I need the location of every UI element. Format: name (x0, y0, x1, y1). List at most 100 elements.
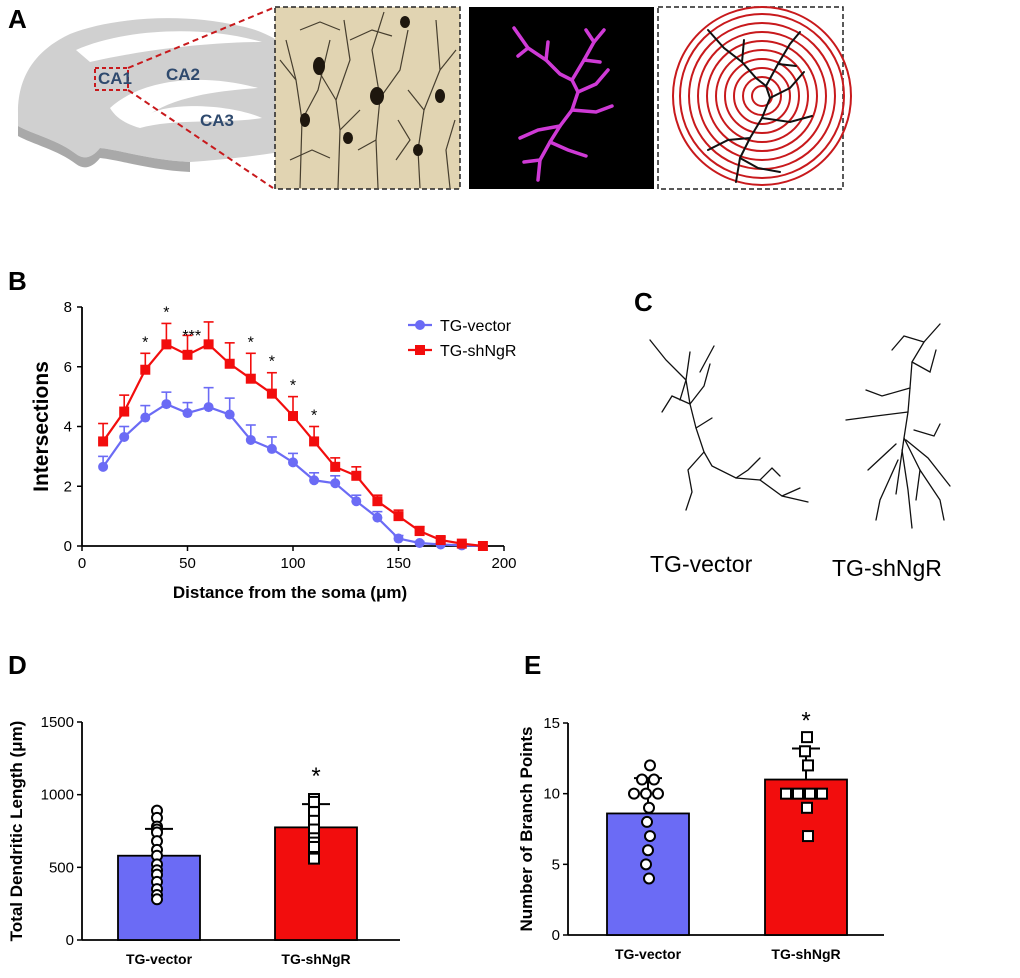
data-point (98, 461, 109, 472)
data-point (224, 358, 235, 369)
x-tick-label: 50 (179, 555, 196, 572)
y-tick-label: 2 (64, 478, 72, 495)
individual-point (801, 731, 813, 744)
legend-label-vector: TG-vector (440, 318, 512, 335)
golgi-stain-image (274, 6, 461, 190)
data-point (309, 436, 320, 447)
x-axis-title: Distance from the soma (μm) (173, 583, 407, 602)
individual-point (816, 787, 828, 800)
y-axis-title: Intersections (30, 361, 53, 492)
individual-point (802, 830, 814, 843)
data-point (266, 388, 277, 399)
data-point (140, 412, 151, 423)
individual-point (799, 745, 811, 758)
individual-point (643, 801, 655, 814)
y-tick-label: 0 (64, 538, 72, 555)
y-tick-label: 4 (64, 419, 72, 436)
data-point (330, 461, 341, 472)
panel-label-a: A (8, 4, 27, 34)
panel-label-e: E (524, 650, 541, 680)
panel-label-d: D (8, 650, 27, 680)
significance-marker: * (311, 408, 317, 425)
individual-point (308, 795, 320, 808)
sholl-chart: 0 2 4 6 8 0 50 100 150 200 Distance from the soma … (30, 299, 517, 602)
significance-marker: * (311, 763, 320, 790)
x-tick-label: 0 (78, 555, 86, 572)
individual-point (640, 858, 652, 871)
y-tick-label: 8 (64, 299, 72, 316)
data-point (266, 443, 277, 454)
panel-label-b: B (8, 266, 27, 296)
y-tick-label: 0 (66, 932, 74, 949)
legend-marker-vector (415, 320, 425, 330)
data-point (330, 478, 341, 489)
significance-marker: * (801, 707, 810, 734)
x-category-label: TG-vector (126, 951, 193, 967)
x-category-label: TG-vector (615, 946, 682, 962)
y-tick-label: 6 (64, 359, 72, 376)
individual-point (644, 830, 656, 843)
series-line-shngr (102, 342, 484, 548)
data-point (182, 349, 193, 360)
significance-marker: * (269, 354, 275, 371)
significance-marker: * (248, 334, 254, 351)
individual-point (802, 759, 814, 772)
data-point (288, 411, 298, 422)
individual-point (643, 872, 655, 885)
y-tick-label: 1000 (41, 787, 74, 804)
data-point (414, 538, 425, 549)
data-point (309, 475, 320, 486)
data-point (98, 436, 109, 447)
significance-marker: * (290, 378, 296, 395)
data-point (351, 496, 362, 507)
x-category-label: TG-shNgR (281, 951, 350, 967)
length-chart: 0 500 1000 1500 Total Dendritic Length (μm) T… (7, 714, 400, 967)
x-tick-label: 150 (386, 555, 411, 572)
data-point (393, 511, 404, 522)
series-line-vector (102, 402, 483, 548)
individual-point (308, 852, 320, 865)
data-point (245, 434, 256, 445)
region-ca2: CA2 (166, 65, 200, 84)
region-ca1: CA1 (98, 69, 132, 88)
data-point (435, 535, 446, 546)
x-category-label: TG-shNgR (771, 946, 840, 962)
data-point (140, 364, 151, 375)
individual-point (636, 773, 648, 786)
significance-marker: * (163, 304, 169, 321)
data-point (288, 457, 298, 468)
legend-label-shngr: TG-shNgR (440, 343, 516, 360)
y-axis-title: Number of Branch Points (517, 727, 536, 932)
shngr-neuron-tracing (845, 323, 951, 529)
significance-marker: *** (182, 328, 201, 345)
individual-point (780, 787, 792, 800)
sholl-rings-image (657, 6, 852, 190)
individual-point (628, 787, 640, 800)
hippocampus-illustration: CA1 CA2 CA3 (18, 7, 292, 189)
legend-marker-shngr (415, 345, 425, 355)
data-point (245, 373, 256, 384)
data-point (224, 409, 235, 420)
y-tick-label: 15 (543, 715, 560, 732)
panel-label-c: C (634, 287, 653, 317)
data-point (119, 431, 130, 442)
individual-point (642, 844, 654, 857)
panel-c-label-shngr: TG-shNgR (832, 555, 942, 581)
data-point (477, 541, 488, 551)
individual-point (648, 773, 660, 786)
individual-point (792, 787, 804, 800)
neuron-trace-image (469, 7, 654, 189)
x-tick-label: 100 (280, 555, 305, 572)
data-point (414, 526, 425, 537)
vector-neuron-tracing (649, 339, 809, 511)
panel-c-label-vector: TG-vector (650, 551, 753, 577)
data-point (161, 399, 172, 410)
data-point (372, 512, 383, 523)
data-point (182, 408, 193, 419)
individual-point (151, 893, 163, 906)
individual-point (804, 787, 816, 800)
y-tick-label: 1500 (41, 714, 74, 731)
data-point (372, 496, 383, 507)
data-point (119, 406, 130, 417)
